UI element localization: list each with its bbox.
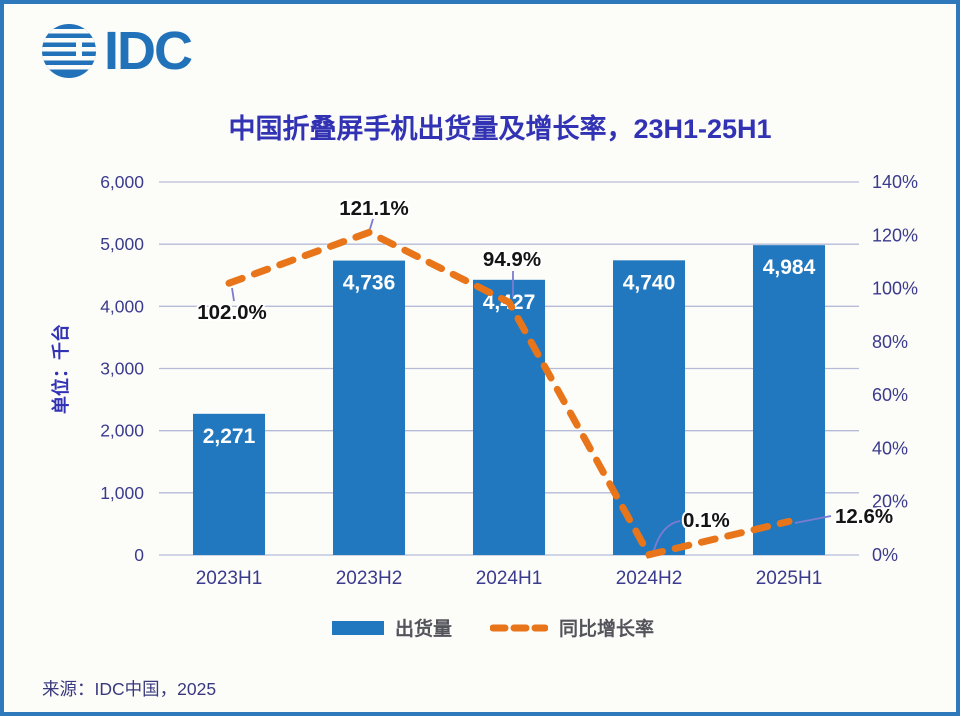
growth-value-label: 0.1% (683, 509, 730, 532)
bar-2025H1 (753, 245, 825, 556)
bar-value-label: 4,740 (623, 271, 676, 294)
bar-2024H1 (473, 279, 545, 555)
label-connector (794, 515, 832, 524)
legend-label-shipments: 出货量 (394, 619, 452, 640)
right-axis-tick-label: 80% (872, 332, 908, 352)
bar-value-label: 4,984 (763, 256, 816, 279)
legend-item-growth: 同比增长率 (490, 614, 654, 641)
idc-globe-icon (42, 24, 96, 78)
x-axis-label: 2024H1 (476, 568, 543, 589)
right-axis-tick-label: 40% (872, 438, 908, 458)
left-axis-tick-label: 2,000 (100, 421, 144, 441)
bar-series-swatch (331, 620, 384, 635)
bar-value-label: 2,271 (203, 425, 256, 448)
x-axis-label: 2024H2 (616, 568, 683, 589)
x-axis-label: 2025H1 (756, 568, 823, 589)
legend-item-shipments: 出货量 (331, 614, 452, 641)
source-note: 来源：IDC中国，2025 (42, 679, 217, 699)
label-connector (653, 520, 681, 551)
idc-logo: IDC (38, 20, 193, 82)
left-axis-tick-label: 6,000 (100, 172, 144, 192)
growth-value-label: 94.9% (483, 248, 541, 271)
label-connector (231, 287, 235, 302)
idc-logo-text: IDC (104, 21, 193, 81)
growth-value-label: 102.0% (197, 301, 267, 324)
right-axis-tick-label: 140% (872, 172, 918, 192)
left-axis-tick-label: 0 (134, 545, 144, 565)
bar-value-label: 4,736 (343, 272, 396, 295)
right-axis-tick-label: 20% (872, 492, 908, 512)
legend-label-growth: 同比增长率 (559, 619, 655, 640)
growth-line (225, 228, 793, 559)
right-axis-tick-label: 60% (872, 385, 908, 405)
x-axis-label: 2023H1 (196, 568, 263, 589)
dashed-line-swatch (490, 624, 548, 631)
left-axis-tick-label: 3,000 (100, 359, 144, 379)
right-axis-tick-label: 100% (872, 279, 918, 299)
x-axis-label: 2023H2 (336, 568, 403, 589)
left-axis-tick-label: 1,000 (100, 483, 144, 503)
label-connector (369, 218, 374, 230)
legend: 出货量 同比增长率 (4, 614, 956, 641)
combo-chart: 0 1,000 2,000 3,000 4,000 5,000 6,000 0% 20% 40% 6… (100, 172, 918, 589)
left-axis-tick-label: 4,000 (100, 296, 144, 316)
bar-2023H1 (193, 413, 265, 555)
growth-value-label: 12.6% (835, 505, 893, 528)
right-axis-tick-label: 0% (872, 545, 898, 565)
left-axis-tick-label: 5,000 (100, 234, 144, 254)
right-axis-tick-label: 120% (872, 225, 918, 245)
growth-value-label: 121.1% (339, 197, 409, 220)
bar-2023H2 (333, 260, 405, 555)
chart-title: 中国折叠屏手机出货量及增长率，23H1-25H1 (228, 114, 772, 144)
